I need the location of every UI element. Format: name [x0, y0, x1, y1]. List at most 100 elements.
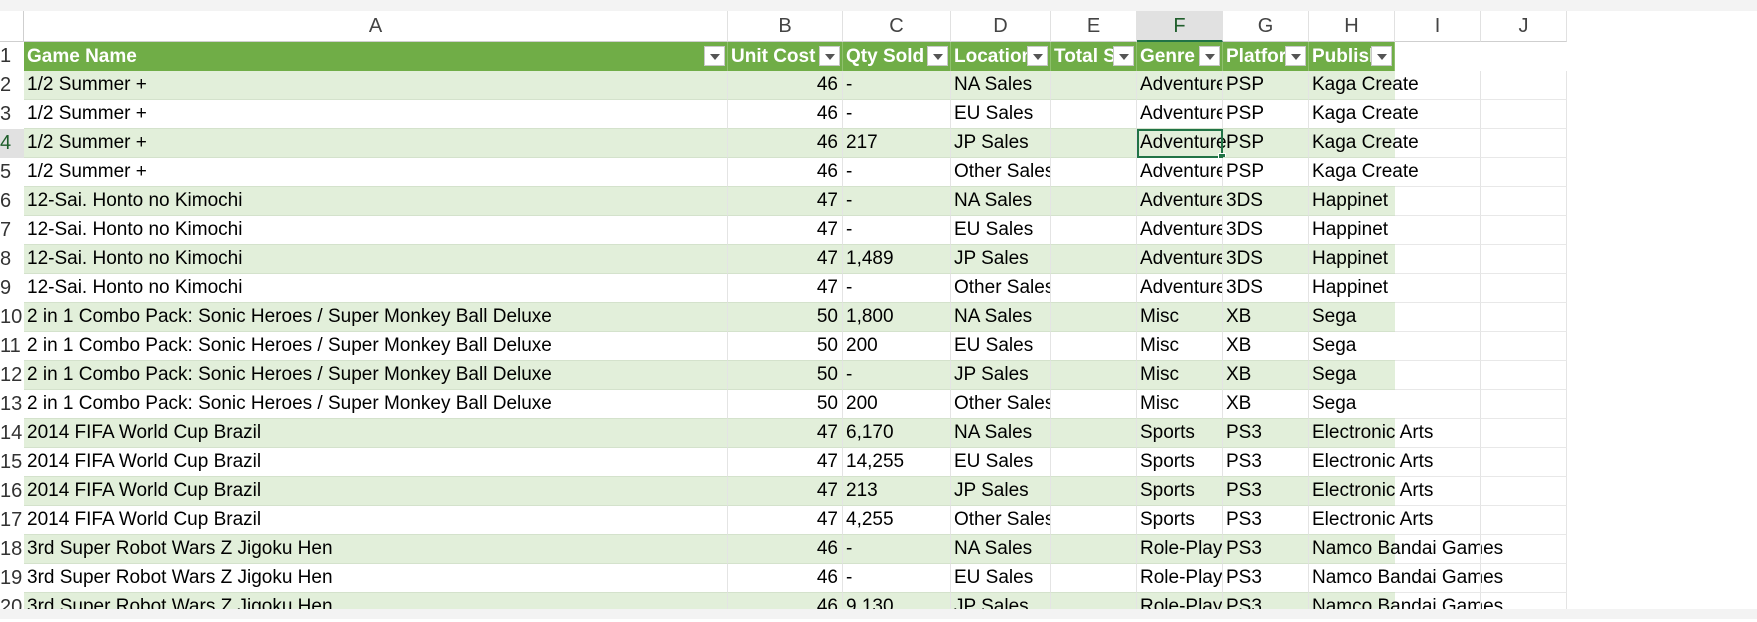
empty-cell[interactable]	[1395, 361, 1481, 390]
cell-unit-cost[interactable]: 47	[728, 274, 843, 303]
column-header-g[interactable]: G	[1223, 11, 1309, 42]
cell-publisher[interactable]: Happinet	[1309, 216, 1395, 245]
cell-publisher[interactable]: Happinet	[1309, 245, 1395, 274]
empty-cell[interactable]	[1481, 216, 1567, 245]
cell-qty-sold[interactable]: 213	[843, 477, 951, 506]
cell-publisher[interactable]: Electronic Arts	[1309, 506, 1433, 535]
cell-location[interactable]: NA Sales	[951, 187, 1051, 216]
cell-total-sales[interactable]	[1051, 593, 1137, 619]
cell-total-sales[interactable]	[1051, 129, 1137, 158]
empty-cell[interactable]	[1481, 361, 1567, 390]
row-header-19[interactable]: 19	[0, 567, 23, 589]
cell-location[interactable]: JP Sales	[951, 129, 1051, 158]
row-header-15[interactable]: 15	[0, 451, 23, 473]
cell-total-sales[interactable]	[1051, 187, 1137, 216]
cell-platform[interactable]: PSP	[1223, 158, 1309, 187]
column-header-b[interactable]: B	[728, 11, 843, 42]
cell-qty-sold[interactable]: -	[843, 187, 951, 216]
cell-genre[interactable]: Adventure	[1137, 71, 1223, 100]
row-header-18[interactable]: 18	[0, 538, 23, 560]
header-total-sales[interactable]: Total Sa	[1051, 42, 1137, 71]
cell-game-name[interactable]: 1/2 Summer +	[24, 129, 728, 158]
cell-unit-cost[interactable]: 50	[728, 332, 843, 361]
cell-location[interactable]: Other Sales	[951, 506, 1051, 535]
cell-location[interactable]: EU Sales	[951, 332, 1051, 361]
empty-cell[interactable]	[1395, 390, 1481, 419]
cell-unit-cost[interactable]: 47	[728, 187, 843, 216]
header-unit-cost[interactable]: Unit Cost	[728, 42, 843, 71]
cell-game-name[interactable]: 2014 FIFA World Cup Brazil	[24, 506, 728, 535]
cell-publisher[interactable]: Electronic Arts	[1309, 477, 1433, 506]
cell-location[interactable]: NA Sales	[951, 71, 1051, 100]
empty-cell[interactable]	[1481, 448, 1567, 477]
cell-genre[interactable]: Sports	[1137, 506, 1223, 535]
cell-qty-sold[interactable]: 14,255	[843, 448, 951, 477]
header-platform[interactable]: Platfor	[1223, 42, 1309, 71]
cell-platform[interactable]: 3DS	[1223, 245, 1309, 274]
cell-genre[interactable]: Misc	[1137, 303, 1223, 332]
empty-cell[interactable]	[1481, 419, 1567, 448]
row-header-13[interactable]: 13	[0, 393, 23, 415]
cell-genre[interactable]: Misc	[1137, 332, 1223, 361]
cell-publisher[interactable]: Kaga Create	[1309, 129, 1419, 158]
empty-cell[interactable]	[1395, 332, 1481, 361]
cell-game-name[interactable]: 2 in 1 Combo Pack: Sonic Heroes / Super …	[24, 390, 728, 419]
cell-location[interactable]: EU Sales	[951, 564, 1051, 593]
cell-qty-sold[interactable]: -	[843, 158, 951, 187]
row-header-12[interactable]: 12	[0, 364, 23, 386]
row-header-11[interactable]: 11	[0, 335, 21, 357]
cell-unit-cost[interactable]: 46	[728, 158, 843, 187]
empty-cell[interactable]	[1395, 274, 1481, 303]
empty-cell[interactable]	[1395, 129, 1481, 158]
header-publisher[interactable]: Publish	[1309, 42, 1395, 71]
cell-publisher[interactable]: Namco Bandai Games	[1309, 535, 1503, 564]
cell-location[interactable]: NA Sales	[951, 535, 1051, 564]
cell-game-name[interactable]: 3rd Super Robot Wars Z Jigoku Hen	[24, 535, 728, 564]
empty-cell[interactable]	[1395, 245, 1481, 274]
filter-dropdown-icon[interactable]	[1371, 46, 1392, 66]
cell-game-name[interactable]: 2014 FIFA World Cup Brazil	[24, 477, 728, 506]
cell-platform[interactable]: PSP	[1223, 100, 1309, 129]
cell-publisher[interactable]: Kaga Create	[1309, 100, 1419, 129]
cell-genre[interactable]: Adventure	[1137, 274, 1223, 303]
empty-cell[interactable]	[1395, 187, 1481, 216]
header-genre[interactable]: Genre	[1137, 42, 1223, 71]
cell-unit-cost[interactable]: 46	[728, 100, 843, 129]
cell-unit-cost[interactable]: 47	[728, 216, 843, 245]
column-header-d[interactable]: D	[951, 11, 1051, 42]
empty-cell[interactable]	[1481, 390, 1567, 419]
column-header-e[interactable]: E	[1051, 11, 1137, 42]
row-header-3[interactable]: 3	[0, 103, 12, 125]
cell-platform[interactable]: 3DS	[1223, 216, 1309, 245]
cell-qty-sold[interactable]: 1,489	[843, 245, 951, 274]
cell-publisher[interactable]: Sega	[1309, 303, 1395, 332]
header-location[interactable]: Location	[951, 42, 1051, 71]
cell-game-name[interactable]: 12-Sai. Honto no Kimochi	[24, 216, 728, 245]
row-header-14[interactable]: 14	[0, 422, 23, 444]
cell-publisher[interactable]: Namco Bandai Games	[1309, 564, 1503, 593]
cell-game-name[interactable]: 1/2 Summer +	[24, 158, 728, 187]
cell-genre[interactable]: Sports	[1137, 477, 1223, 506]
row-header-16[interactable]: 16	[0, 480, 23, 502]
empty-cell[interactable]	[1481, 506, 1567, 535]
cell-genre[interactable]: Adventure	[1137, 158, 1223, 187]
cell-total-sales[interactable]	[1051, 303, 1137, 332]
empty-cell[interactable]	[1481, 274, 1567, 303]
empty-cell[interactable]	[1481, 564, 1567, 593]
cell-game-name[interactable]: 2014 FIFA World Cup Brazil	[24, 448, 728, 477]
empty-cell[interactable]	[1481, 477, 1567, 506]
row-header-5[interactable]: 5	[0, 161, 12, 183]
cell-game-name[interactable]: 12-Sai. Honto no Kimochi	[24, 274, 728, 303]
empty-cell[interactable]	[1481, 535, 1567, 564]
cell-unit-cost[interactable]: 46	[728, 564, 843, 593]
cell-platform[interactable]: PS3	[1223, 448, 1309, 477]
cell-total-sales[interactable]	[1051, 390, 1137, 419]
cell-unit-cost[interactable]: 50	[728, 303, 843, 332]
empty-cell[interactable]	[1395, 535, 1481, 564]
row-header-8[interactable]: 8	[0, 248, 12, 270]
empty-cell[interactable]	[1395, 593, 1481, 619]
cell-unit-cost[interactable]: 50	[728, 390, 843, 419]
filter-dropdown-icon[interactable]	[1027, 46, 1048, 66]
row-header-1[interactable]: 1	[0, 45, 12, 67]
cell-total-sales[interactable]	[1051, 71, 1137, 100]
